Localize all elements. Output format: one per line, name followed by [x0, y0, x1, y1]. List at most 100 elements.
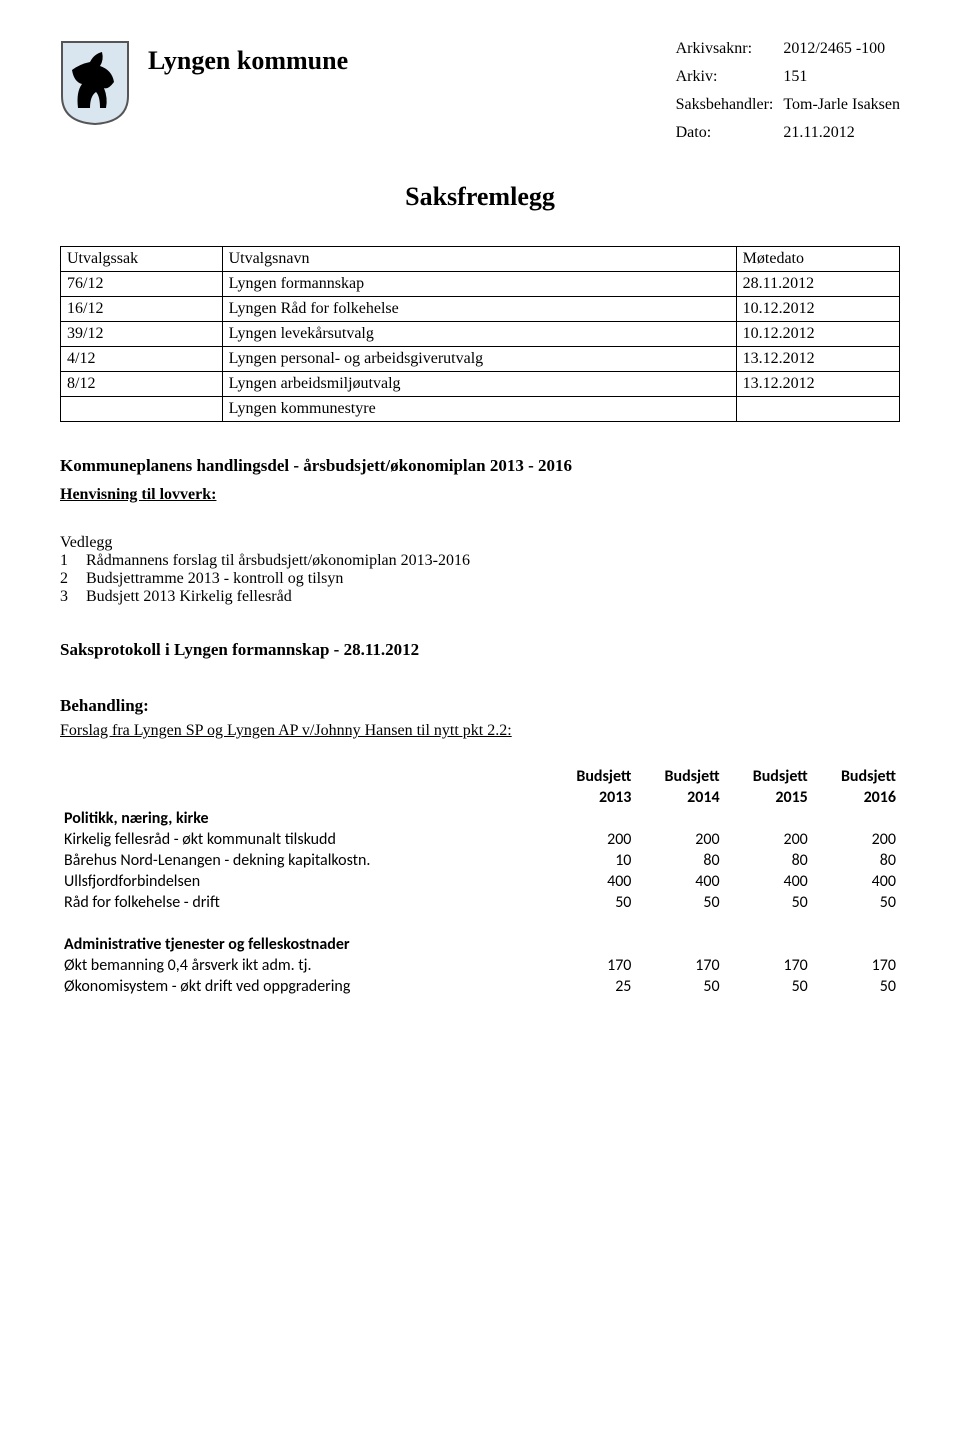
table-row: 76/12Lyngen formannskap28.11.2012: [61, 272, 900, 297]
cell: Ullsfjordforbindelsen: [60, 871, 547, 892]
budget-row: Kirkelig fellesråd - økt kommunalt tilsk…: [60, 829, 900, 850]
document-header: Lyngen kommune Arkivsaknr: 2012/2465 -10…: [60, 40, 900, 142]
section-title: Politikk, næring, kirke: [60, 808, 900, 829]
table-header-row: Utvalgssak Utvalgsnavn Møtedato: [61, 247, 900, 272]
cell: 400: [812, 871, 900, 892]
meta-label: Saksbehandler:: [676, 96, 774, 114]
cell: 8/12: [61, 372, 223, 397]
cell: 2016: [812, 787, 900, 808]
cell: 50: [724, 892, 812, 913]
meta-value: Tom-Jarle Isaksen: [783, 96, 900, 114]
cell: 50: [812, 892, 900, 913]
cell: 80: [812, 850, 900, 871]
cell: 50: [724, 976, 812, 997]
cell: 10.12.2012: [736, 322, 899, 347]
forslag-text: Forslag fra Lyngen SP og Lyngen AP v/Joh…: [60, 722, 900, 740]
meta-value: 151: [783, 68, 900, 86]
cell: Lyngen arbeidsmiljøutvalg: [222, 372, 736, 397]
cell: Råd for folkehelse - drift: [60, 892, 547, 913]
cell: 2015: [724, 787, 812, 808]
cell: 4/12: [61, 347, 223, 372]
organization-name: Lyngen kommune: [148, 46, 348, 76]
cell: 50: [547, 892, 635, 913]
budget-section-row: Politikk, næring, kirke: [60, 808, 900, 829]
vedlegg-num: 3: [60, 588, 68, 606]
table-row: 8/12Lyngen arbeidsmiljøutvalg13.12.2012: [61, 372, 900, 397]
table-row: Lyngen kommunestyre: [61, 397, 900, 422]
cell: 170: [635, 955, 723, 976]
cell: 400: [724, 871, 812, 892]
cell: 13.12.2012: [736, 372, 899, 397]
vedlegg-text: Budsjettramme 2013 - kontroll og tilsyn: [86, 570, 343, 588]
table-row: 39/12Lyngen levekårsutvalg10.12.2012: [61, 322, 900, 347]
vedlegg-item: 1 Rådmannens forslag til årsbudsjett/øko…: [60, 552, 900, 570]
cell: Lyngen formannskap: [222, 272, 736, 297]
table-row: 16/12Lyngen Råd for folkehelse10.12.2012: [61, 297, 900, 322]
cell: [60, 787, 547, 808]
col-header: Utvalgssak: [61, 247, 223, 272]
vedlegg-text: Rådmannens forslag til årsbudsjett/økono…: [86, 552, 470, 570]
cell: [736, 397, 899, 422]
meetings-table: Utvalgssak Utvalgsnavn Møtedato 76/12Lyn…: [60, 246, 900, 422]
cell: 80: [724, 850, 812, 871]
meta-label: Arkiv:: [676, 68, 774, 86]
protokoll-heading: Saksprotokoll i Lyngen formannskap - 28.…: [60, 640, 900, 660]
cell: Kirkelig fellesråd - økt kommunalt tilsk…: [60, 829, 547, 850]
cell: 170: [547, 955, 635, 976]
vedlegg-item: 2 Budsjettramme 2013 - kontroll og tilsy…: [60, 570, 900, 588]
cell: Økonomisystem - økt drift ved oppgraderi…: [60, 976, 547, 997]
shield-horse-icon: [60, 40, 130, 126]
col-header: Møtedato: [736, 247, 899, 272]
cell: 170: [812, 955, 900, 976]
vedlegg-item: 3 Budsjett 2013 Kirkelig fellesråd: [60, 588, 900, 606]
vedlegg-label: Vedlegg: [60, 534, 900, 552]
cell: 16/12: [61, 297, 223, 322]
cell: 50: [635, 976, 723, 997]
plan-title: Kommuneplanens handlingsdel - årsbudsjet…: [60, 456, 900, 476]
budget-header-row: Budsjett Budsjett Budsjett Budsjett: [60, 766, 900, 787]
meta-value: 21.11.2012: [783, 124, 900, 142]
cell: Økt bemanning 0,4 årsverk ikt adm. tj.: [60, 955, 547, 976]
behandling-heading: Behandling:: [60, 696, 900, 716]
document-title: Saksfremlegg: [60, 182, 900, 212]
cell: Lyngen Råd for folkehelse: [222, 297, 736, 322]
budget-row: Bårehus Nord-Lenangen - dekning kapitalk…: [60, 850, 900, 871]
cell: 10.12.2012: [736, 297, 899, 322]
municipality-logo: [60, 40, 130, 126]
cell: [60, 913, 900, 934]
meta-value: 2012/2465 -100: [783, 40, 900, 58]
budget-row: Ullsfjordforbindelsen400400400400: [60, 871, 900, 892]
cell: Budsjett: [635, 766, 723, 787]
cell: 10: [547, 850, 635, 871]
spacer-row: [60, 913, 900, 934]
vedlegg-num: 1: [60, 552, 68, 570]
budget-table: Budsjett Budsjett Budsjett Budsjett 2013…: [60, 766, 900, 997]
cell: 13.12.2012: [736, 347, 899, 372]
cell: Lyngen levekårsutvalg: [222, 322, 736, 347]
col-header: Utvalgsnavn: [222, 247, 736, 272]
cell: 50: [812, 976, 900, 997]
cell: 400: [635, 871, 723, 892]
cell: 25: [547, 976, 635, 997]
cell: 39/12: [61, 322, 223, 347]
budget-row: Økt bemanning 0,4 årsverk ikt adm. tj.17…: [60, 955, 900, 976]
budget-row: Råd for folkehelse - drift50505050: [60, 892, 900, 913]
vedlegg-num: 2: [60, 570, 68, 588]
cell: 200: [724, 829, 812, 850]
cell: 200: [635, 829, 723, 850]
henvisning-heading: Henvisning til lovverk:: [60, 486, 900, 504]
budget-section-row: Administrative tjenester og felleskostna…: [60, 934, 900, 955]
cell: 80: [635, 850, 723, 871]
section-title: Administrative tjenester og felleskostna…: [60, 934, 900, 955]
meta-label: Arkivsaknr:: [676, 40, 774, 58]
budget-header-row: 2013 2014 2015 2016: [60, 787, 900, 808]
cell: 400: [547, 871, 635, 892]
cell: 50: [635, 892, 723, 913]
cell: 170: [724, 955, 812, 976]
vedlegg-text: Budsjett 2013 Kirkelig fellesråd: [86, 588, 292, 606]
cell: 200: [547, 829, 635, 850]
cell: 2014: [635, 787, 723, 808]
cell: [60, 766, 547, 787]
metadata-block: Arkivsaknr: 2012/2465 -100 Arkiv: 151 Sa…: [676, 40, 900, 142]
cell: [61, 397, 223, 422]
